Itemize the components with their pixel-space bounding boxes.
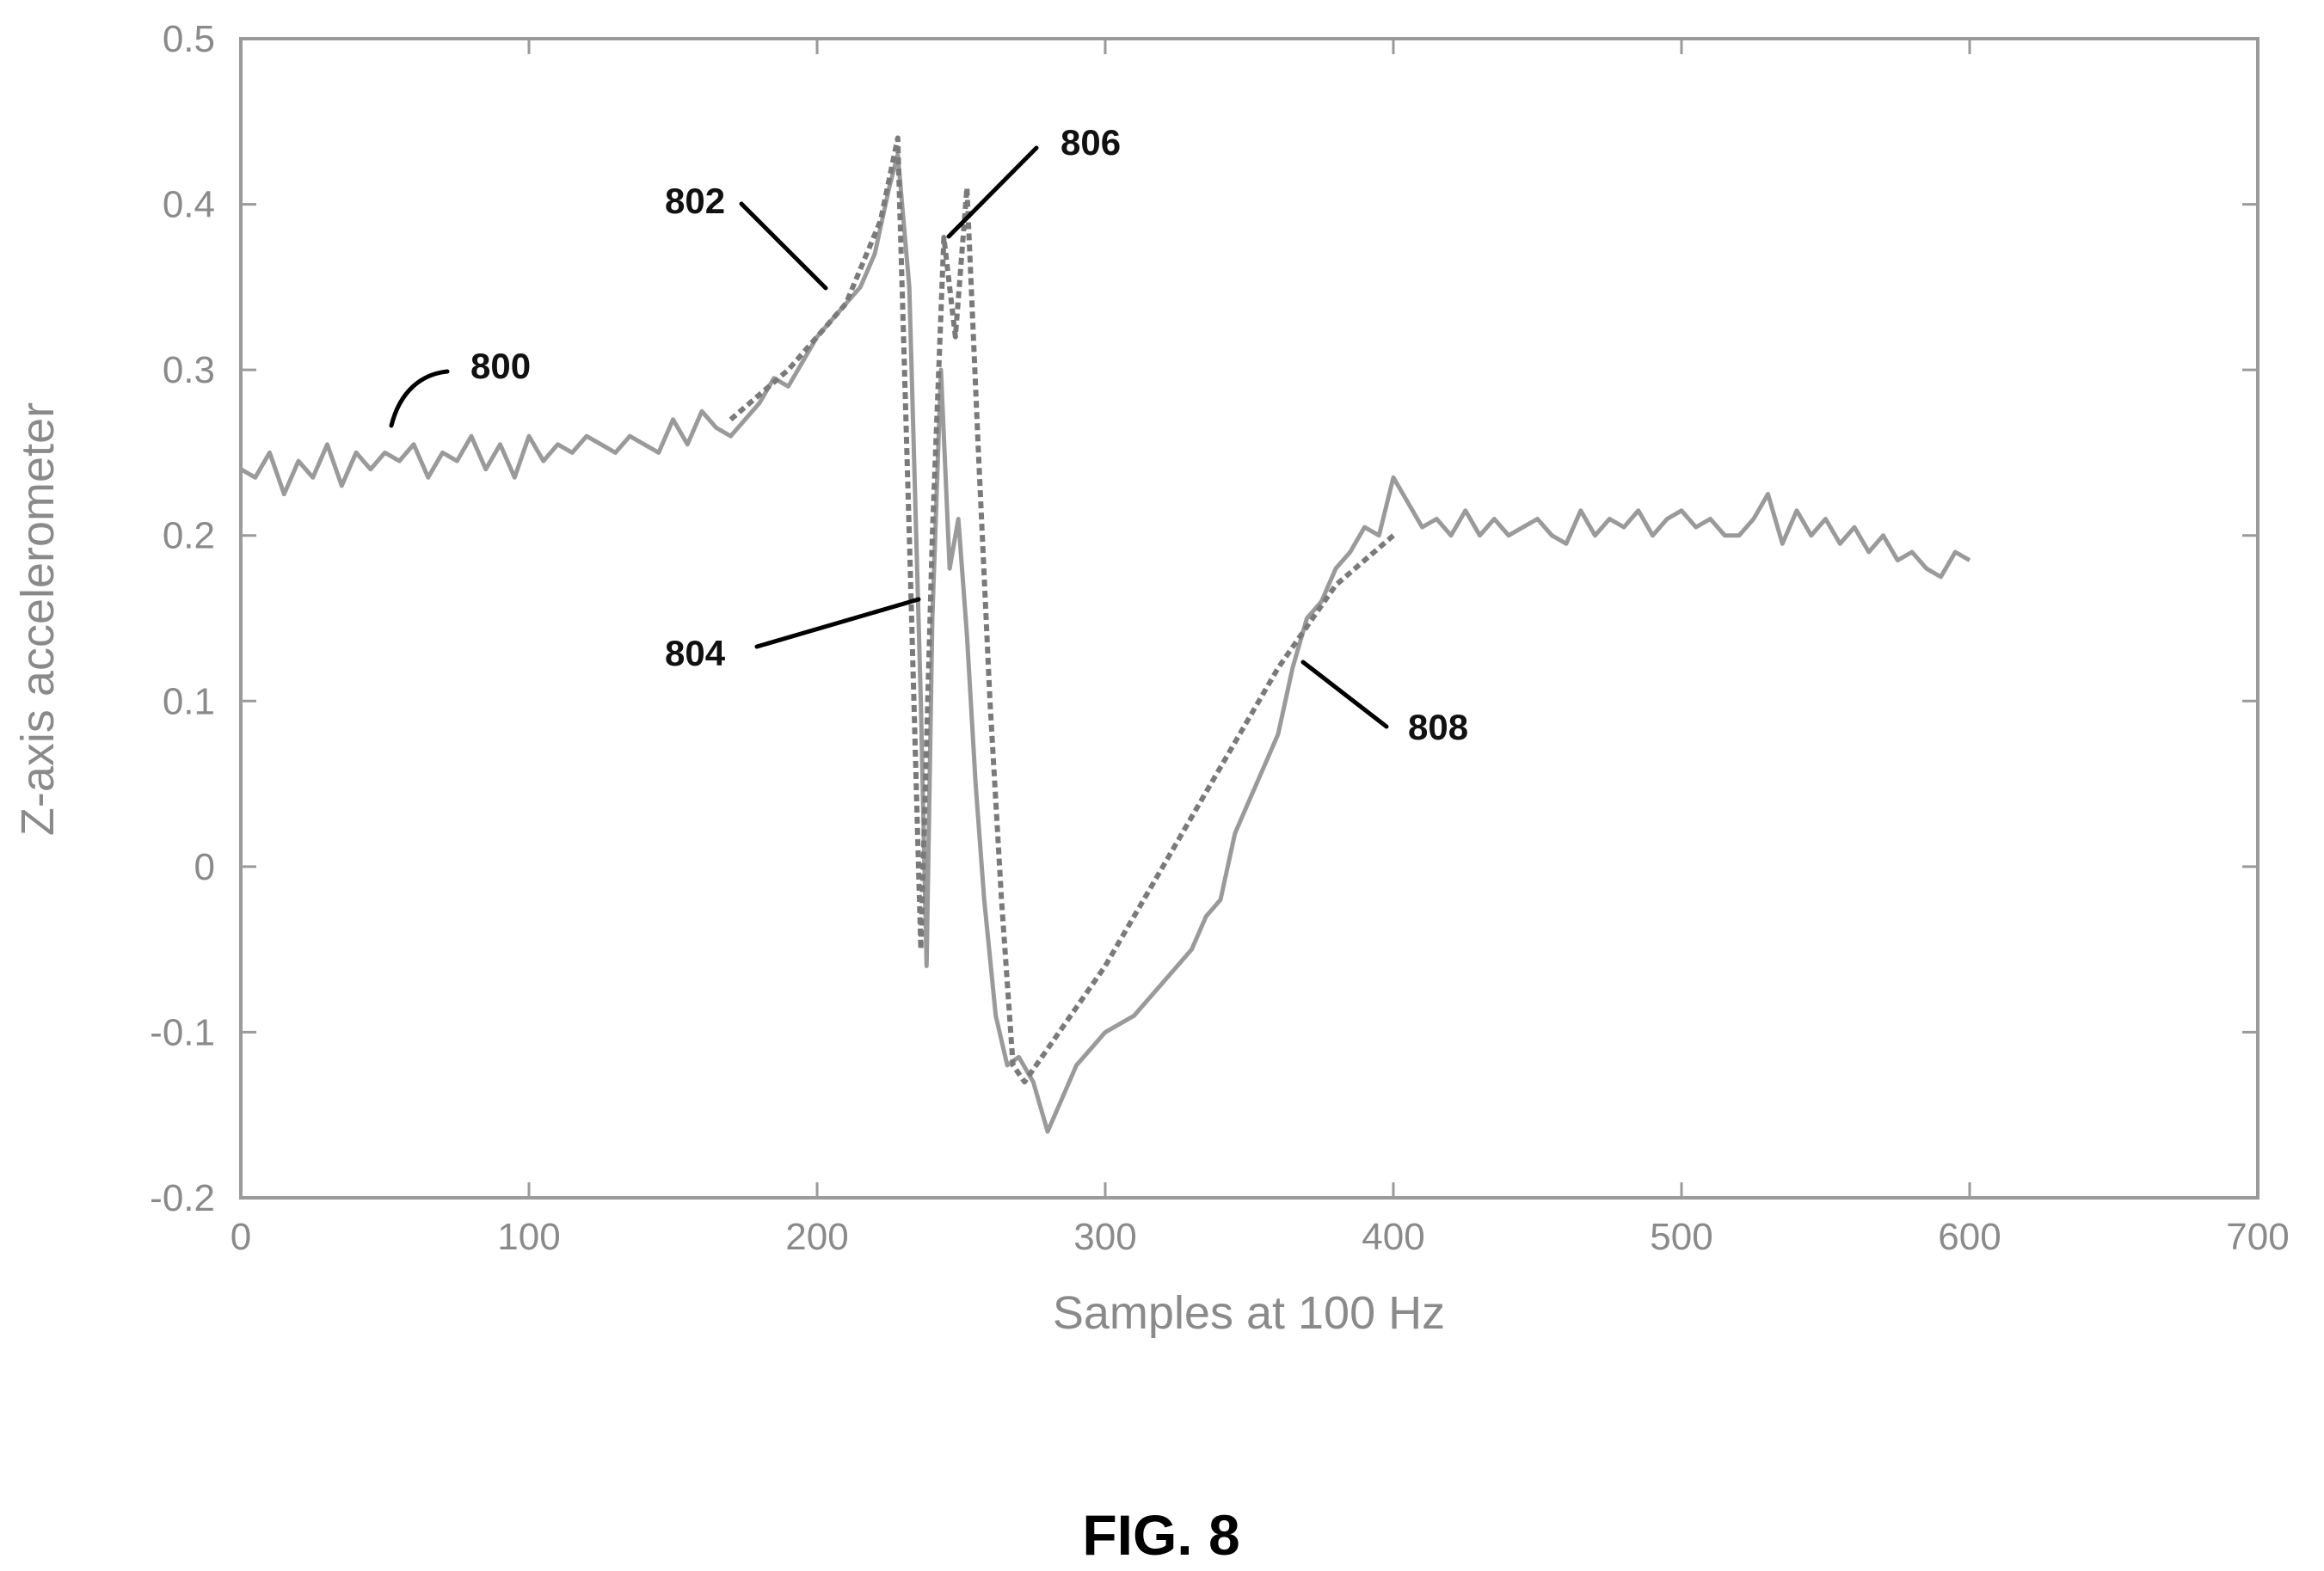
x-axis: 0 100 200 300 400 500 600 700 (231, 39, 2290, 1258)
y-tick-label: 0.5 (163, 18, 215, 60)
leader-line-808 (1300, 660, 1389, 729)
leader-line-802 (739, 201, 828, 291)
series-line-raw (239, 152, 1971, 1134)
series-line-fit (729, 135, 1395, 1085)
ref-label-800: 800 (470, 346, 531, 386)
leader-line-800 (389, 369, 450, 428)
x-tick-label: 500 (1650, 1216, 1712, 1258)
figure-caption: FIG. 8 (1082, 1503, 1239, 1567)
ref-label-804: 804 (665, 633, 726, 673)
y-tick-label: 0.3 (163, 349, 215, 391)
y-tick-label: -0.2 (150, 1177, 215, 1219)
y-axis-label: Z-axis accelerometer (12, 402, 64, 836)
x-tick-label: 400 (1362, 1216, 1424, 1258)
x-tick-label: 200 (785, 1216, 848, 1258)
ref-label-808: 808 (1408, 707, 1468, 747)
series-layer (239, 135, 1971, 1134)
x-tick-label: 100 (497, 1216, 560, 1258)
x-tick-label: 700 (2226, 1216, 2289, 1258)
leader-line-806 (946, 145, 1039, 239)
x-tick-label: 600 (1938, 1216, 2001, 1258)
y-tick-label: 0.2 (163, 515, 215, 557)
x-axis-label: Samples at 100 Hz (1053, 1287, 1445, 1339)
y-axis: -0.2 -0.1 0 0.1 0.2 0.3 0.4 0.5 (150, 18, 2258, 1219)
ref-label-806: 806 (1061, 122, 1121, 163)
ref-label-802: 802 (665, 181, 725, 221)
x-tick-label: 300 (1073, 1216, 1136, 1258)
y-tick-label: 0 (194, 846, 215, 888)
y-tick-label: -0.1 (150, 1011, 215, 1053)
y-tick-label: 0.4 (163, 184, 215, 226)
leader-line-804 (754, 597, 921, 649)
plot-frame (239, 37, 2259, 1200)
y-tick-label: 0.1 (163, 680, 215, 722)
x-tick-label: 0 (231, 1216, 251, 1258)
